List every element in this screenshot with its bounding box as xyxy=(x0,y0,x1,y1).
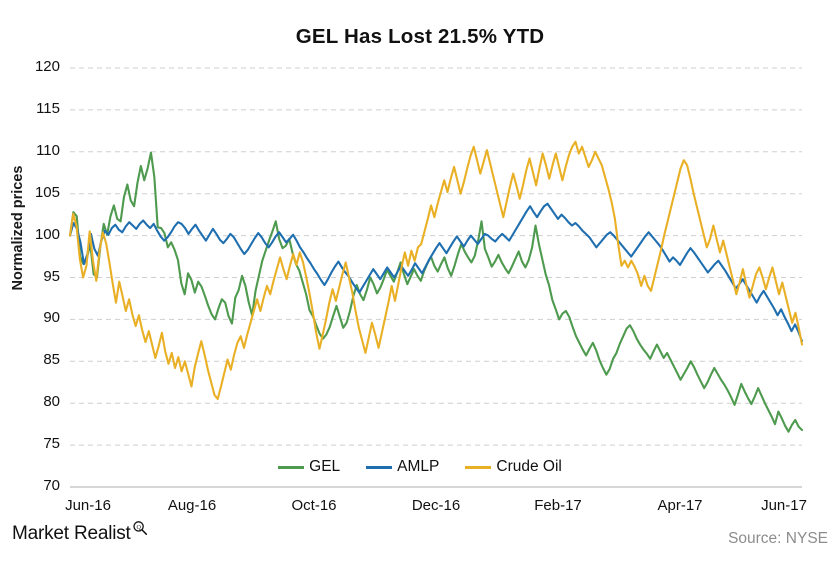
x-tick-label: Jun-17 xyxy=(761,497,807,514)
y-tick-label: 115 xyxy=(36,99,60,117)
y-tick-label: 90 xyxy=(43,309,60,327)
x-tick-label: Feb-17 xyxy=(534,497,582,514)
legend-swatch xyxy=(278,465,305,469)
y-tick-label: 95 xyxy=(43,267,60,285)
legend-swatch xyxy=(366,465,393,469)
legend-label: GEL xyxy=(309,458,341,475)
y-tick-label: 85 xyxy=(43,351,60,369)
chart-title: GEL Has Lost 21.5% YTD xyxy=(295,25,545,48)
svg-text:Q: Q xyxy=(136,524,141,531)
x-tick-label: Dec-16 xyxy=(411,497,461,514)
x-tick-label: Oct-16 xyxy=(291,497,337,514)
y-tick-label: 110 xyxy=(36,141,60,159)
series-line-amlp xyxy=(68,202,804,343)
y-tick-label: 105 xyxy=(34,183,60,201)
source-note: Source: NYSE xyxy=(728,530,828,547)
magnifier-q-icon: Q xyxy=(132,520,148,542)
series-line-gel xyxy=(68,151,804,433)
x-tick-label: Apr-17 xyxy=(657,497,703,514)
chart-legend: GEL AMLP Crude Oil xyxy=(0,458,840,476)
legend-swatch xyxy=(465,465,492,469)
legend-item-gel[interactable]: GEL xyxy=(278,458,340,476)
legend-label: AMLP xyxy=(397,458,440,475)
x-tick-label: Jun-16 xyxy=(65,497,111,514)
legend-item-amlp[interactable]: AMLP xyxy=(366,458,439,476)
y-tick-label: 100 xyxy=(34,225,60,243)
x-tick-label: Aug-16 xyxy=(167,497,217,514)
y-tick-label: 120 xyxy=(34,58,60,75)
y-tick-label: 75 xyxy=(43,435,60,453)
y-tick-label: 70 xyxy=(43,477,60,494)
series-line-crude-oil xyxy=(68,140,804,401)
brand-label: Market Realist xyxy=(12,523,131,544)
brand-logo: Market Realist Q xyxy=(12,520,148,545)
y-tick-label: 80 xyxy=(43,393,60,411)
legend-label: Crude Oil xyxy=(496,458,562,475)
legend-item-crude-oil[interactable]: Crude Oil xyxy=(465,458,562,476)
